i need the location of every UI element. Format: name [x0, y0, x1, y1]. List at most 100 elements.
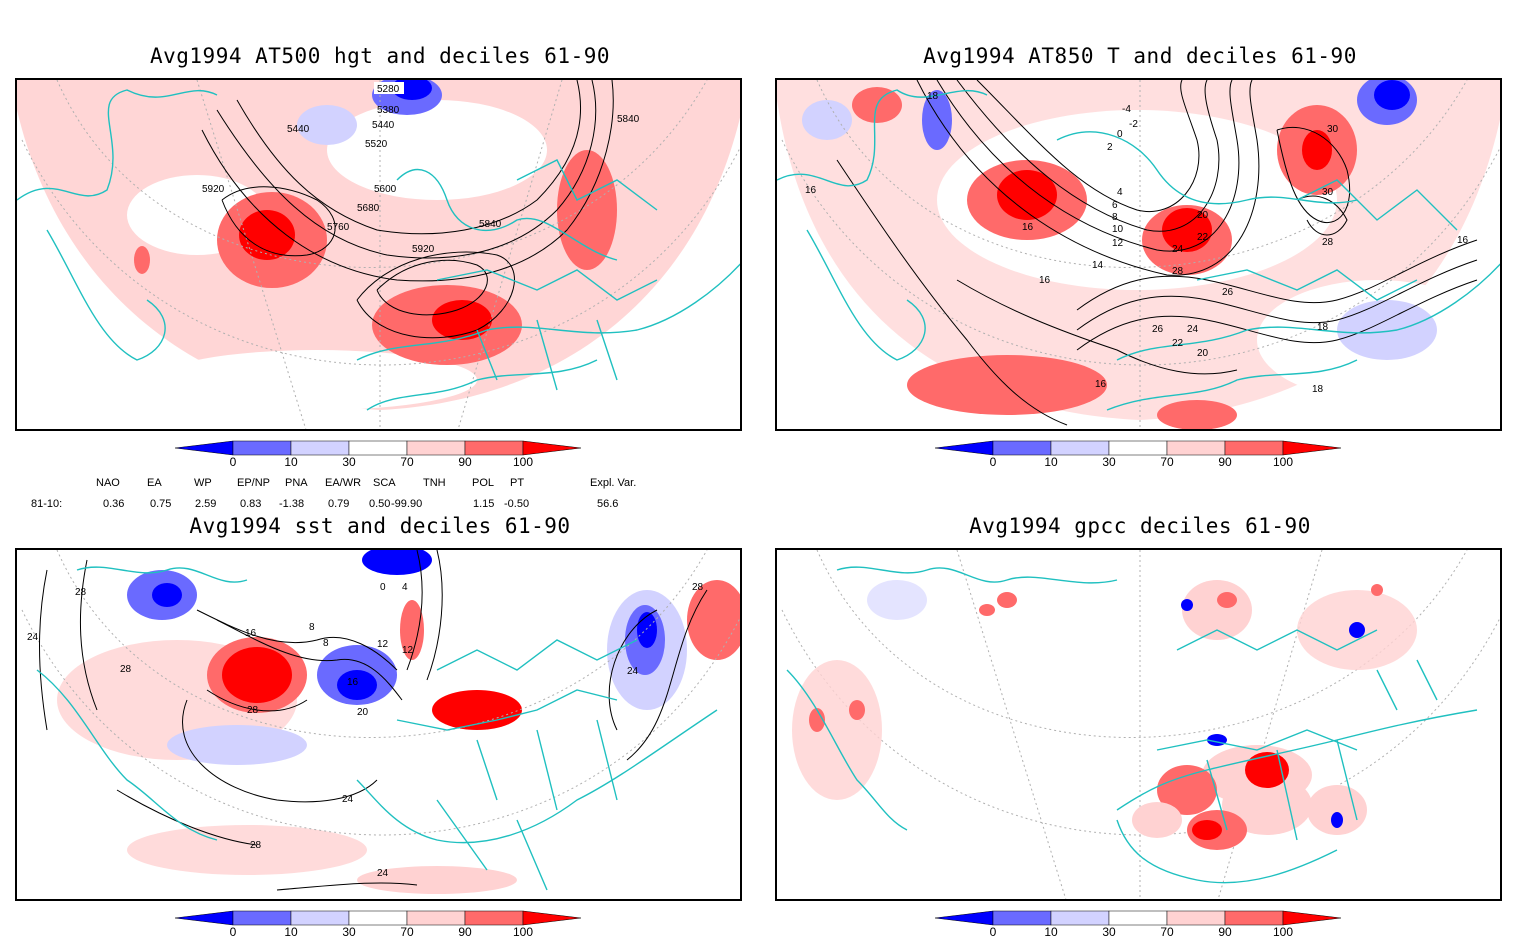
svg-text:4: 4 [1117, 187, 1123, 198]
index-header: EA/WR [325, 477, 362, 489]
svg-text:30: 30 [1322, 187, 1334, 198]
colorbar-tick: 30 [1102, 925, 1116, 939]
contour-labels-sst: 28 24 28 16 8 8 12 16 20 24 28 28 24 4 0… [27, 582, 704, 879]
contour-label: 5520 [365, 139, 388, 150]
colorbar-swatch [406, 910, 466, 926]
index-value: -0.50 [504, 498, 530, 510]
panel-title-t850: Avg1994 AT850 T and deciles 61-90 [923, 44, 1357, 68]
svg-text:28: 28 [1172, 266, 1184, 277]
svg-text:20: 20 [1197, 348, 1209, 359]
colorbar-swatch [992, 910, 1052, 926]
index-header: NAO [96, 477, 120, 489]
svg-text:8: 8 [323, 638, 329, 649]
svg-text:0: 0 [380, 582, 386, 593]
map-panel-sst: 28 24 28 16 8 8 12 16 20 24 28 28 24 4 0… [15, 548, 742, 901]
colorbar-tick: 90 [458, 455, 472, 469]
colorbar-swatch [992, 440, 1052, 456]
colorbar-swatch [1050, 440, 1110, 456]
colorbar-swatch [348, 440, 408, 456]
panel-title-hgt: Avg1994 AT500 hgt and deciles 61-90 [149, 44, 610, 68]
map-hgt-svg: 5280 5380 5440 5440 5520 5600 5680 5760 … [17, 80, 740, 429]
colorbar-tick: 30 [342, 455, 356, 469]
index-value: -99.90 [391, 498, 423, 510]
colorbar-tick: 100 [512, 455, 534, 469]
svg-text:22: 22 [1197, 232, 1209, 243]
index-header: PT [510, 477, 525, 489]
map-panel-hgt: 5280 5380 5440 5440 5520 5600 5680 5760 … [15, 78, 742, 431]
svg-text:24: 24 [27, 632, 39, 643]
svg-text:28: 28 [75, 587, 87, 598]
svg-text:16: 16 [245, 628, 257, 639]
svg-text:16: 16 [1095, 379, 1107, 390]
colorbar-tick: 70 [400, 455, 414, 469]
colorbar-tick: 90 [458, 925, 472, 939]
svg-text:16: 16 [1022, 222, 1034, 233]
index-value: 0.75 [150, 498, 172, 510]
svg-text:28: 28 [250, 840, 262, 851]
svg-text:0: 0 [1117, 129, 1123, 140]
contour-label: 5920 [412, 244, 435, 255]
svg-text:22: 22 [1172, 338, 1184, 349]
colorbar-tick: 30 [342, 925, 356, 939]
colorbar-swatch [935, 910, 994, 926]
svg-text:20: 20 [357, 707, 369, 718]
colorbar-gpcc: 0 10 30 70 90 100 [935, 910, 1355, 944]
svg-text:18: 18 [1317, 322, 1329, 333]
svg-text:26: 26 [1152, 324, 1164, 335]
colorbar-swatches [935, 910, 1342, 926]
svg-text:-4: -4 [1122, 104, 1131, 115]
colorbar-tick: 10 [284, 455, 298, 469]
svg-text:12: 12 [402, 645, 414, 656]
contour-label: 5440 [287, 124, 310, 135]
svg-text:24: 24 [377, 868, 389, 879]
map-t850-svg: -4 -2 0 2 4 6 8 10 12 14 16 16 16 16 16 … [777, 80, 1500, 429]
panel-title-gpcc: Avg1994 gpcc deciles 61-90 [969, 514, 1311, 538]
svg-text:16: 16 [347, 677, 359, 688]
svg-text:-2: -2 [1129, 119, 1138, 130]
contour-labels-t850: -4 -2 0 2 4 6 8 10 12 14 16 16 16 16 16 … [805, 91, 1469, 395]
svg-text:8: 8 [309, 622, 315, 633]
index-header: TNH [423, 477, 446, 489]
svg-text:6: 6 [1112, 200, 1118, 211]
panel-title-sst: Avg1994 sst and deciles 61-90 [189, 514, 571, 538]
colorbar-swatches [175, 440, 582, 456]
svg-text:24: 24 [1187, 324, 1199, 335]
contour-label: 5280 [377, 84, 400, 95]
colorbar-tick: 100 [512, 925, 534, 939]
colorbar-tick: 90 [1218, 455, 1232, 469]
colorbar-swatch [1282, 440, 1342, 456]
index-value: 0.83 [240, 498, 262, 510]
index-value: 2.59 [195, 498, 217, 510]
colorbar-sst: 0 10 30 70 90 100 [175, 910, 595, 944]
svg-text:24: 24 [1172, 244, 1184, 255]
colorbar-tick: 70 [1160, 455, 1174, 469]
index-header: WP [194, 477, 212, 489]
colorbar-tick: 100 [1272, 455, 1294, 469]
map-panel-gpcc [775, 548, 1502, 901]
colorbar-tick: 10 [1044, 925, 1058, 939]
colorbar-swatch [1224, 910, 1284, 926]
colorbar-swatch [175, 910, 234, 926]
contour-labels-hgt: 5280 5380 5440 5440 5520 5600 5680 5760 … [202, 82, 640, 255]
svg-text:2: 2 [1107, 142, 1113, 153]
colorbar-swatch [1050, 910, 1110, 926]
svg-text:28: 28 [1322, 237, 1334, 248]
svg-text:20: 20 [1197, 210, 1209, 221]
colorbar-swatch [935, 440, 994, 456]
svg-text:16: 16 [805, 185, 817, 196]
svg-text:28: 28 [692, 582, 704, 593]
colorbar-swatch [1166, 440, 1226, 456]
colorbar-swatch [348, 910, 408, 926]
colorbar-tick: 0 [989, 925, 997, 939]
svg-text:8: 8 [1112, 212, 1118, 223]
map-gpcc-svg [781, 550, 1500, 899]
contour-label: 5600 [374, 184, 397, 195]
colorbar-tick: 30 [1102, 455, 1116, 469]
colorbar-swatch [406, 440, 466, 456]
svg-text:10: 10 [1112, 224, 1124, 235]
index-header: EA [147, 477, 162, 489]
index-header: POL [472, 477, 495, 489]
colorbar-swatch [290, 910, 350, 926]
colorbar-swatch [1166, 910, 1226, 926]
svg-text:16: 16 [1039, 275, 1051, 286]
